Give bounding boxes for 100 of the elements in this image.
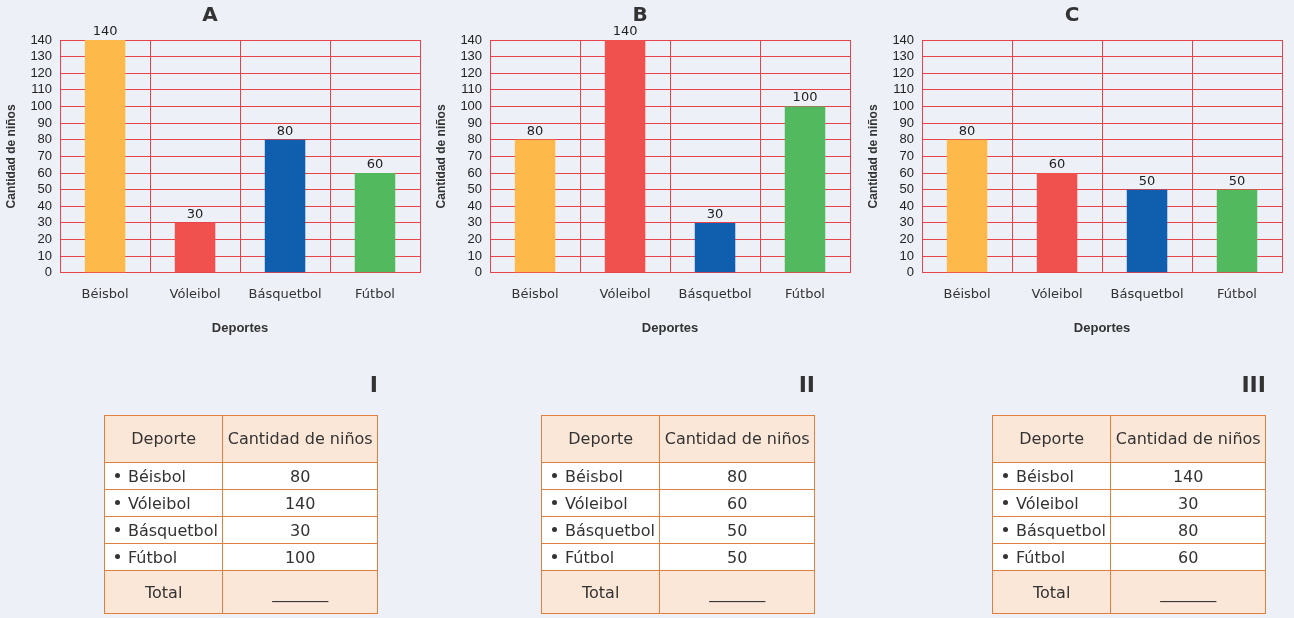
data-label: 50	[1138, 172, 1156, 188]
text: Cantidad de niños	[659, 415, 815, 463]
y-tick-label: 110	[893, 81, 915, 97]
text: Total	[104, 570, 223, 614]
category-label: Vóleibol	[992, 489, 1111, 517]
text: I	[368, 371, 378, 399]
x-tick-label: Béisbol	[511, 285, 559, 301]
y-tick-label: 120	[892, 64, 915, 80]
category-label: Básquetbol	[992, 516, 1111, 544]
data-label: 30	[706, 205, 724, 221]
y-tick-label: 60	[467, 164, 483, 180]
y-tick-label: 70	[467, 147, 483, 163]
y-tick-label: 30	[899, 214, 915, 230]
y-tick-label: 140	[30, 31, 53, 47]
text: _______	[1110, 570, 1266, 614]
text: Deporte	[992, 415, 1111, 463]
bar	[84, 40, 126, 273]
x-tick-label: Béisbol	[81, 285, 129, 301]
data-label: 100	[222, 543, 378, 571]
data-label: 60	[1110, 543, 1266, 571]
data-label: 60	[1048, 155, 1066, 171]
category-label: Fútbol	[104, 543, 223, 571]
y-tick-label: 100	[460, 98, 483, 114]
x-tick-label: Fútbol	[785, 285, 825, 301]
y-tick-label: 120	[460, 64, 483, 80]
data-label: 50	[659, 516, 815, 544]
category-label: Fútbol	[992, 543, 1111, 571]
y-tick-label: 10	[467, 247, 483, 263]
chart-title: C	[1064, 2, 1080, 27]
category-label: Básquetbol	[104, 516, 223, 544]
bar	[264, 139, 306, 273]
y-tick-label: 40	[899, 197, 915, 213]
y-tick-label: 50	[467, 181, 483, 197]
x-tick-label: Béisbol	[943, 285, 991, 301]
data-label: 80	[958, 122, 976, 138]
category-label: Vóleibol	[104, 489, 223, 517]
x-tick-label: Fútbol	[355, 285, 395, 301]
data-label: 30	[222, 516, 378, 544]
y-tick-label: 130	[892, 48, 915, 64]
x-tick-label: Básquetbol	[248, 285, 322, 301]
y-tick-label: 130	[460, 48, 483, 64]
data-label: 140	[222, 489, 378, 517]
x-tick-label: Vóleibol	[1031, 285, 1083, 301]
data-label: 100	[792, 89, 818, 105]
data-label: 80	[222, 462, 378, 490]
y-tick-label: 130	[30, 48, 53, 64]
data-label: 140	[92, 22, 118, 38]
x-tick-label: Vóleibol	[169, 285, 221, 301]
data-label: 60	[659, 489, 815, 517]
y-axis-title: Cantidad de niños	[433, 104, 448, 209]
text: Cantidad de niños	[222, 415, 378, 463]
bar	[1216, 189, 1258, 273]
chart-title: A	[202, 2, 219, 27]
bar	[604, 40, 646, 273]
data-label: 80	[659, 462, 815, 490]
text: _______	[659, 570, 815, 614]
y-tick-label: 80	[899, 131, 915, 147]
y-tick-label: 50	[37, 181, 53, 197]
bar	[784, 106, 826, 273]
data-label: 80	[526, 122, 544, 138]
bar	[694, 222, 736, 273]
data-label: 50	[1228, 172, 1246, 188]
text: Deporte	[104, 415, 223, 463]
x-axis-title: Deportes	[1073, 319, 1131, 335]
y-tick-label: 110	[31, 81, 53, 97]
category-label: Fútbol	[541, 543, 660, 571]
y-tick-label: 60	[899, 164, 915, 180]
y-tick-label: 120	[30, 64, 53, 80]
y-tick-label: 140	[892, 31, 915, 47]
y-tick-label: 0	[474, 264, 483, 280]
text: III	[1240, 371, 1266, 399]
y-tick-label: 70	[899, 147, 915, 163]
y-tick-label: 90	[467, 114, 483, 130]
text: Total	[541, 570, 660, 614]
y-tick-label: 10	[37, 247, 53, 263]
y-tick-label: 90	[899, 114, 915, 130]
y-tick-label: 100	[30, 98, 53, 114]
y-tick-label: 20	[899, 231, 915, 247]
y-tick-label: 90	[37, 114, 53, 130]
x-tick-label: Vóleibol	[599, 285, 651, 301]
bar	[1126, 189, 1168, 273]
text: _______	[222, 570, 378, 614]
bar	[1036, 173, 1078, 273]
data-label: 30	[1110, 489, 1266, 517]
y-tick-label: 100	[892, 98, 915, 114]
y-tick-label: 30	[467, 214, 483, 230]
x-tick-label: Fútbol	[1217, 285, 1257, 301]
bar	[174, 222, 216, 273]
data-label: 140	[1110, 462, 1266, 490]
y-tick-label: 0	[906, 264, 915, 280]
y-tick-label: 30	[37, 214, 53, 230]
category-label: Béisbol	[541, 462, 660, 490]
y-tick-label: 140	[460, 31, 483, 47]
category-label: Vóleibol	[541, 489, 660, 517]
text: Total	[992, 570, 1111, 614]
text: Deporte	[541, 415, 660, 463]
bar	[354, 173, 396, 273]
y-tick-label: 0	[44, 264, 53, 280]
data-label: 80	[276, 122, 294, 138]
x-tick-label: Básquetbol	[678, 285, 752, 301]
